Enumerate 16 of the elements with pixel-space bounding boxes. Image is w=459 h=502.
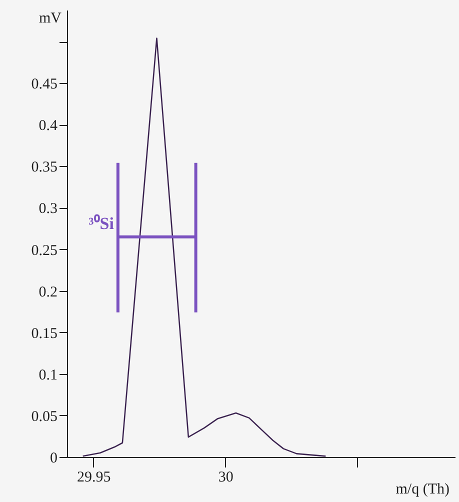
y-tick-label: 0 — [50, 450, 58, 466]
y-tick-label: 0.05 — [31, 408, 58, 425]
y-tick-label: 0.1 — [38, 367, 58, 384]
y-tick-label: 0.15 — [31, 326, 58, 342]
y-tick-label: 0.25 — [31, 242, 58, 259]
series-label: ³⁰Si — [88, 214, 114, 233]
x-tick-label: 30 — [218, 470, 234, 486]
y-tick-label: 0.35 — [31, 160, 58, 176]
x-tick-label: 29.95 — [77, 470, 111, 486]
y-tick-label: 0.3 — [38, 201, 58, 218]
y-axis-title: mV — [39, 10, 62, 26]
y-tick-label: 0.2 — [38, 284, 58, 300]
line-series — [82, 38, 326, 457]
y-tick-label: 0.45 — [31, 76, 58, 93]
y-tick-label: 0.4 — [38, 118, 58, 134]
x-axis-title: m/q (Th) — [396, 482, 450, 498]
